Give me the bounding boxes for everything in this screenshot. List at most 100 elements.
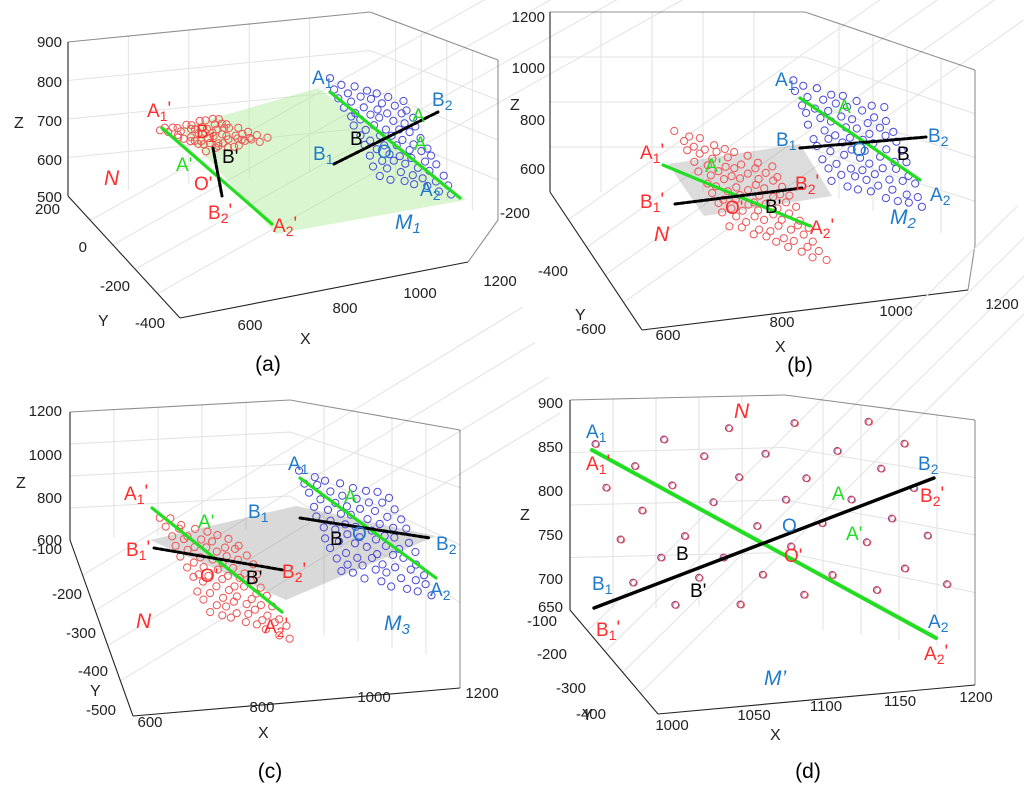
data-point (224, 135, 233, 144)
grid-line (82, 306, 523, 576)
data-point (632, 462, 640, 471)
data-point (366, 94, 376, 104)
data-point (270, 618, 279, 627)
grid-line (569, 446, 976, 478)
point-label: B2' (795, 172, 819, 197)
x-tick-label: 1200 (985, 296, 1018, 313)
y-tick-label: -400 (538, 263, 568, 280)
black-axis-segment (211, 146, 224, 198)
grid-lines (569, 205, 1024, 694)
data-point (373, 105, 382, 114)
data-point (343, 530, 352, 539)
data-point (696, 574, 704, 582)
data-point (399, 96, 408, 106)
point-label: B2 (436, 534, 457, 557)
point-label: B2' (208, 201, 232, 226)
z-tick-label: 1000 (512, 60, 545, 77)
data-point (336, 509, 345, 518)
data-point (772, 237, 781, 246)
data-point (866, 187, 876, 196)
data-point (754, 522, 762, 531)
point-label: A1' (640, 141, 664, 166)
point-label: B1' (640, 190, 664, 215)
point-label: B' (222, 147, 238, 168)
data-point (878, 465, 886, 473)
data-point (360, 574, 369, 583)
data-point (603, 484, 611, 492)
y-axis-line (569, 609, 659, 715)
data-point (316, 495, 325, 504)
data-point (209, 131, 218, 141)
data-point (831, 99, 840, 108)
point-label: A1 (586, 422, 607, 445)
data-point (853, 185, 863, 194)
panel-caption: (b) (787, 354, 813, 377)
y-axis-label: Y (575, 307, 586, 324)
data-point (701, 452, 709, 461)
region-label: M3 (384, 612, 411, 638)
data-point (732, 212, 741, 221)
x-tick-label: 1000 (655, 717, 688, 734)
panel-caption: (c) (258, 760, 283, 783)
data-point (219, 593, 228, 602)
data-point (761, 168, 770, 177)
data-point (834, 447, 842, 455)
black-axis-segment (592, 476, 936, 610)
data-point (325, 74, 335, 83)
data-point (186, 137, 195, 146)
data-point (319, 523, 328, 532)
intersection-plane (180, 88, 466, 234)
grid-line (69, 463, 461, 546)
point-label: A2 (930, 185, 951, 208)
data-point (917, 202, 927, 211)
data-point (230, 142, 239, 151)
data-point (816, 113, 825, 123)
data-point (420, 571, 429, 580)
data-point (827, 90, 836, 99)
data-point (389, 116, 398, 126)
data-point (779, 234, 788, 243)
data-point (808, 237, 817, 246)
data-point (232, 592, 241, 601)
data-point (847, 145, 856, 154)
data-point (726, 424, 734, 433)
data-point (351, 109, 360, 118)
y-tick-label: -300 (556, 680, 586, 697)
data-point (247, 594, 256, 604)
data-point (858, 166, 867, 175)
box-edge (804, 11, 976, 71)
data-point (803, 93, 812, 102)
data-point (753, 158, 762, 167)
data-point (355, 533, 364, 542)
z-axis-label: Z (14, 115, 24, 132)
x-tick-label: 800 (769, 314, 794, 331)
z-tick-label: 850 (538, 439, 563, 456)
data-point (397, 515, 406, 524)
data-point (810, 104, 820, 113)
point-label: A2 (928, 612, 949, 635)
black-axis-segment (152, 546, 285, 572)
data-point (400, 176, 409, 186)
green-axis-segment (328, 90, 462, 200)
data-point (901, 440, 909, 448)
data-point (760, 215, 769, 224)
z-tick-label: 500 (37, 189, 62, 206)
point-label: A1' (147, 99, 171, 124)
data-point (773, 173, 782, 182)
y-axis-line (67, 195, 181, 319)
data-point (820, 126, 829, 135)
point-label: O (782, 516, 797, 537)
data-point (331, 525, 340, 534)
data-point (397, 574, 406, 583)
y-tick-label: -200 (52, 586, 82, 603)
data-point (402, 524, 411, 533)
grid-line (67, 49, 499, 101)
black-axis-segment (798, 135, 928, 150)
data-point (427, 591, 436, 600)
data-point (372, 89, 381, 98)
data-point (389, 156, 398, 165)
data-point (803, 120, 813, 129)
data-point (208, 114, 217, 124)
grid-line (604, 236, 1024, 652)
